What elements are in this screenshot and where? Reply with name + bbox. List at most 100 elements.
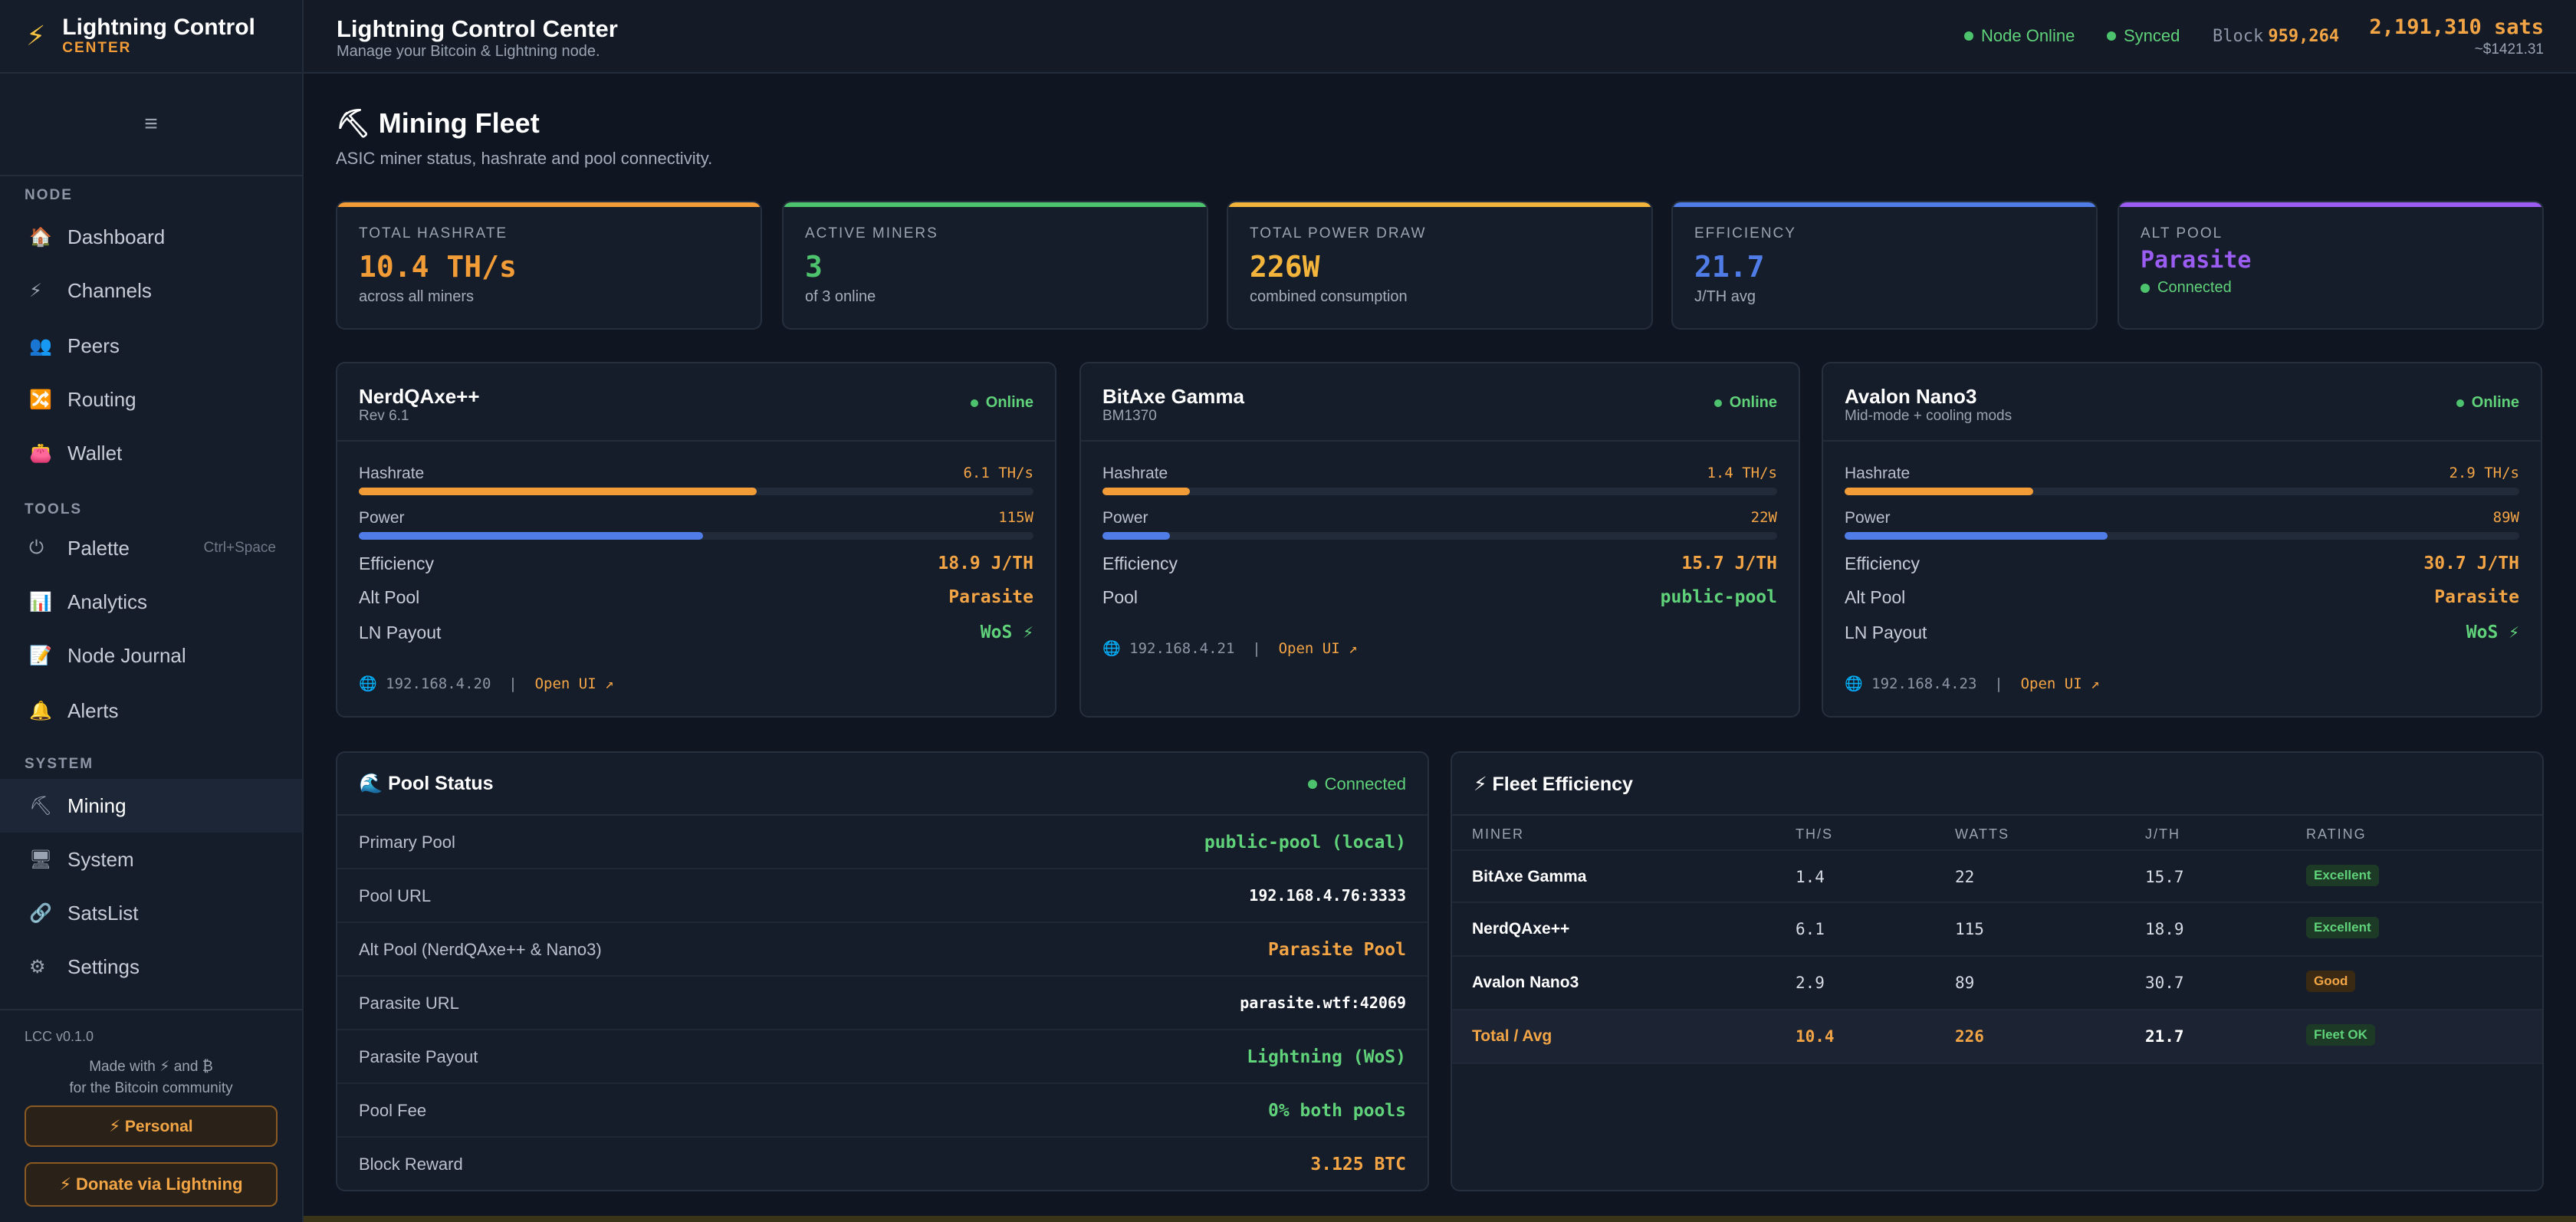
cell-ths: 10.4 xyxy=(1796,1027,1835,1046)
app-subtitle: Manage your Bitcoin & Lightning node. xyxy=(337,43,600,60)
balance-sats: 2,191,310 sats xyxy=(2369,15,2544,39)
sidebar-item-peers[interactable]: 👥 Peers xyxy=(0,319,302,373)
cell-ths: 1.4 xyxy=(1796,868,1825,886)
open-ui-link[interactable]: Open UI ↗ xyxy=(1278,640,1358,657)
open-ui-link[interactable]: Open UI ↗ xyxy=(534,675,614,692)
sidebar-item-mining[interactable]: ⛏ Mining xyxy=(0,779,302,833)
column-header-watts: WATTS xyxy=(1955,826,2009,842)
stat-sub: combined consumption xyxy=(1250,288,1408,305)
top-header: Lightning Control Center Manage your Bit… xyxy=(304,0,2576,74)
sidebar-item-palette[interactable]: ⏻ Palette Ctrl+Space xyxy=(0,521,302,575)
pool-key: Alt Pool (NerdQAxe++ & Nano3) xyxy=(359,940,602,959)
ln-payout-row: LN Payout WoS ⚡ xyxy=(1845,622,2519,643)
sidebar-item-channels[interactable]: ⚡ Channels xyxy=(0,264,302,317)
sidebar-item-label: Node Journal xyxy=(67,643,186,667)
cell-watts: 89 xyxy=(1955,974,1975,992)
cell-miner: Avalon Nano3 xyxy=(1472,974,1579,991)
sidebar-item-node-journal[interactable]: 📝 Node Journal xyxy=(0,629,302,682)
kv-value: Parasite xyxy=(2434,587,2519,607)
block-height-value: 959,264 xyxy=(2268,27,2340,46)
stat-label: ACTIVE MINERS xyxy=(805,225,938,241)
table-row-total: Total / Avg 10.4 226 21.7 Fleet OK xyxy=(1452,1010,2542,1064)
miner-name: Avalon Nano3 xyxy=(1845,385,1977,408)
miner-status-label: Online xyxy=(985,394,1033,411)
cell-watts: 115 xyxy=(1955,920,1984,938)
miner-card-header: Avalon Nano3 Mid-mode + cooling mods Onl… xyxy=(1823,363,2541,442)
globe-icon: 🌐 xyxy=(1102,640,1121,657)
made-with-line2: for the Bitcoin community xyxy=(69,1080,233,1096)
home-icon: 🏠 xyxy=(29,226,52,248)
miner-name: NerdQAxe++ xyxy=(359,385,480,408)
sidebar-item-dashboard[interactable]: 🏠 Dashboard xyxy=(0,210,302,264)
power-value: 89W xyxy=(2492,509,2519,526)
sidebar-item-label: Settings xyxy=(67,954,140,978)
shortcut-hint: Ctrl+Space xyxy=(203,540,276,556)
sidebar-item-satslist[interactable]: 🔗 SatsList xyxy=(0,886,302,940)
hashrate-fill xyxy=(1102,488,1191,495)
sidebar-item-routing[interactable]: 🔀 Routing xyxy=(0,373,302,426)
power-bar xyxy=(359,532,1033,540)
chart-icon: 📊 xyxy=(29,591,52,613)
power-row: Power 89W xyxy=(1845,509,2519,527)
pool-row: Parasite Payout Lightning (WoS) xyxy=(337,1030,1428,1084)
open-ui-link[interactable]: Open UI ↗ xyxy=(2020,675,2100,692)
hashrate-value: 1.4 TH/s xyxy=(1707,465,1777,481)
sidebar-item-settings[interactable]: ⚙ Settings xyxy=(0,940,302,994)
pool-key: Primary Pool xyxy=(359,833,455,852)
stat-accent-bar xyxy=(337,202,761,207)
pool-row: Pool URL 192.168.4.76:3333 xyxy=(337,869,1428,923)
rating-badge: Fleet OK xyxy=(2306,1024,2375,1046)
gear-icon: ⚙ xyxy=(29,956,46,977)
miner-ip: 192.168.4.23 xyxy=(1871,675,1977,692)
miner-name: BitAxe Gamma xyxy=(1102,385,1244,408)
miner-footer: 🌐 192.168.4.20 | Open UI ↗ xyxy=(359,675,614,692)
sidebar-item-alerts[interactable]: 🔔 Alerts xyxy=(0,684,302,737)
kv-value: 30.7 J/TH xyxy=(2423,554,2519,573)
menu-toggle-icon[interactable]: ≡ xyxy=(0,74,302,176)
sidebar-item-wallet[interactable]: 👛 Wallet xyxy=(0,426,302,480)
miner-card-nerdqaxe: NerdQAxe++ Rev 6.1 Online Hashrate 6.1 TH… xyxy=(336,362,1056,718)
status-dot-icon xyxy=(2141,283,2150,293)
power-fill xyxy=(1845,532,2108,540)
hashrate-label: Hashrate xyxy=(359,465,425,482)
power-icon: ⏻ xyxy=(29,537,44,558)
miner-card-header: BitAxe Gamma BM1370 Online xyxy=(1081,363,1799,442)
power-fill xyxy=(1102,532,1170,540)
fleet-efficiency-panel: ⚡ Fleet Efficiency MINER TH/S WATTS J/TH… xyxy=(1451,751,2544,1191)
miner-ip: 192.168.4.21 xyxy=(1129,640,1235,657)
page-title: ⛏ Mining Fleet xyxy=(336,107,540,139)
sidebar-item-label: Dashboard xyxy=(67,225,166,248)
panel-header: ⚡ Fleet Efficiency xyxy=(1452,753,2542,816)
miner-status-label: Online xyxy=(1729,394,1777,411)
pool-key: Parasite Payout xyxy=(359,1047,478,1066)
pool-value: Lightning (WoS) xyxy=(1247,1047,1406,1067)
donate-button[interactable]: ⚡ Donate via Lightning xyxy=(25,1162,278,1207)
stat-value: Parasite xyxy=(2141,247,2252,274)
stat-value: 10.4 TH/s xyxy=(359,250,517,284)
power-value: 115W xyxy=(998,509,1033,526)
stat-value: 3 xyxy=(805,250,823,284)
section-label-system: SYSTEM xyxy=(25,756,94,772)
column-header-miner: MINER xyxy=(1472,826,1524,842)
rating-badge: Excellent xyxy=(2306,917,2379,938)
alt-pool-status-label: Connected xyxy=(2157,279,2232,296)
kv-key: Efficiency xyxy=(359,554,435,573)
sidebar-item-system[interactable]: 🖥 System xyxy=(0,833,302,886)
version-label: LCC v0.1.0 xyxy=(25,1029,94,1044)
section-label-node: NODE xyxy=(25,187,73,203)
miner-card-avalon: Avalon Nano3 Mid-mode + cooling mods Onl… xyxy=(1822,362,2542,718)
sync-status-label: Synced xyxy=(2124,26,2180,45)
node-status: Node Online xyxy=(1964,26,2075,46)
power-row: Power 115W xyxy=(359,509,1033,527)
pool-key: Parasite URL xyxy=(359,994,459,1013)
kv-key: LN Payout xyxy=(1845,622,1927,642)
brand[interactable]: ⚡ Lightning Control CENTER xyxy=(0,0,302,74)
personal-button[interactable]: ⚡ Personal xyxy=(25,1105,278,1147)
power-label: Power xyxy=(1845,509,1891,527)
cell-watts: 22 xyxy=(1955,868,1975,886)
pool-connection-status: Connected xyxy=(1307,774,1406,794)
sidebar-item-analytics[interactable]: 📊 Analytics xyxy=(0,575,302,629)
pool-value: 192.168.4.76:3333 xyxy=(1249,886,1406,905)
miner-status: Online xyxy=(1714,394,1777,412)
pool-row: Pool Fee 0% both pools xyxy=(337,1084,1428,1138)
